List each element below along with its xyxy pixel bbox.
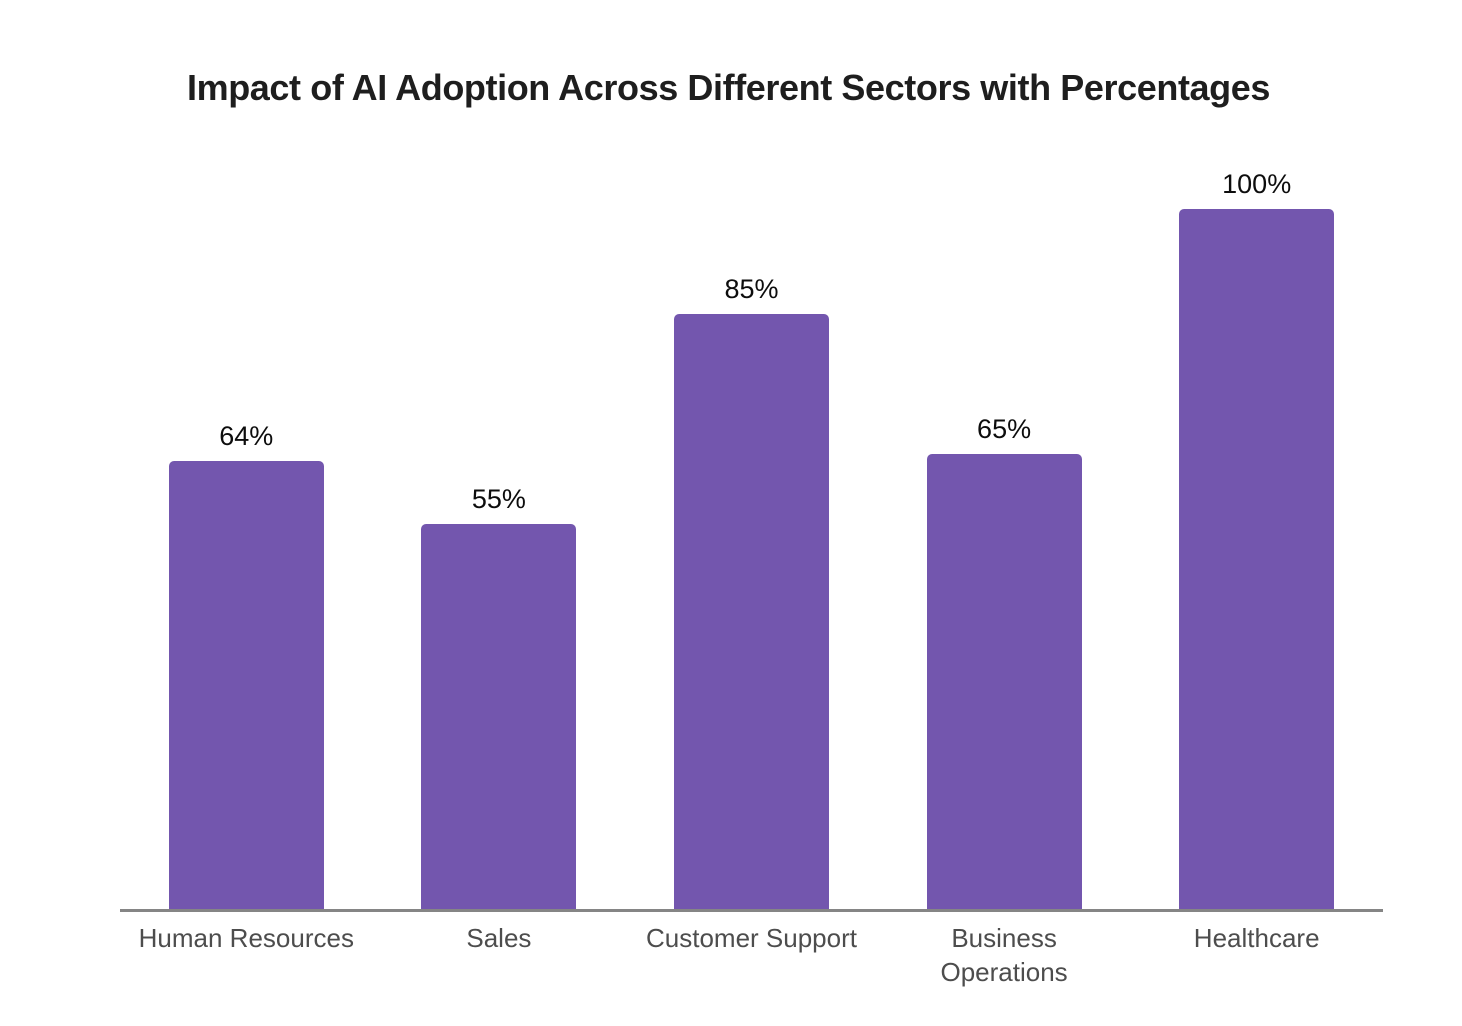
bar-value-label: 100% (1222, 169, 1292, 200)
bar (673, 314, 829, 909)
bar (168, 461, 324, 909)
x-axis-label-slot: Human Resources (120, 921, 373, 955)
x-axis-label-slot: Healthcare (1130, 921, 1383, 955)
bar-slot: 65% (878, 150, 1131, 909)
x-axis-label: Healthcare (1193, 923, 1320, 953)
bar-value-label: 64% (219, 421, 274, 452)
bar (421, 524, 577, 909)
bar-slot: 55% (373, 150, 626, 909)
bar-slot: 85% (625, 150, 878, 909)
x-axis-label-slot: Business Operations (878, 921, 1131, 989)
bar-value-label: 55% (471, 484, 526, 515)
x-axis-label-slot: Customer Support (625, 921, 878, 955)
bar-slot: 100% (1130, 150, 1383, 909)
x-axis-label: Business Operations (940, 923, 1068, 987)
x-axis-label-slot: Sales (373, 921, 626, 955)
bar (926, 454, 1082, 909)
bar (1179, 209, 1335, 909)
chart-title: Impact of AI Adoption Across Different S… (187, 67, 1270, 108)
x-axis-label: Sales (466, 923, 532, 953)
x-axis-labels: Human Resources Sales Customer Support Busi… (120, 921, 1383, 989)
x-axis-label: Human Resources (138, 923, 354, 953)
plot-area: 64% 55% 85% 65% 100% (120, 150, 1383, 912)
x-axis-label: Customer Support (645, 923, 857, 953)
bar-slot: 64% (120, 150, 373, 909)
bar-value-label: 65% (977, 414, 1032, 445)
bar-value-label: 85% (724, 274, 779, 305)
